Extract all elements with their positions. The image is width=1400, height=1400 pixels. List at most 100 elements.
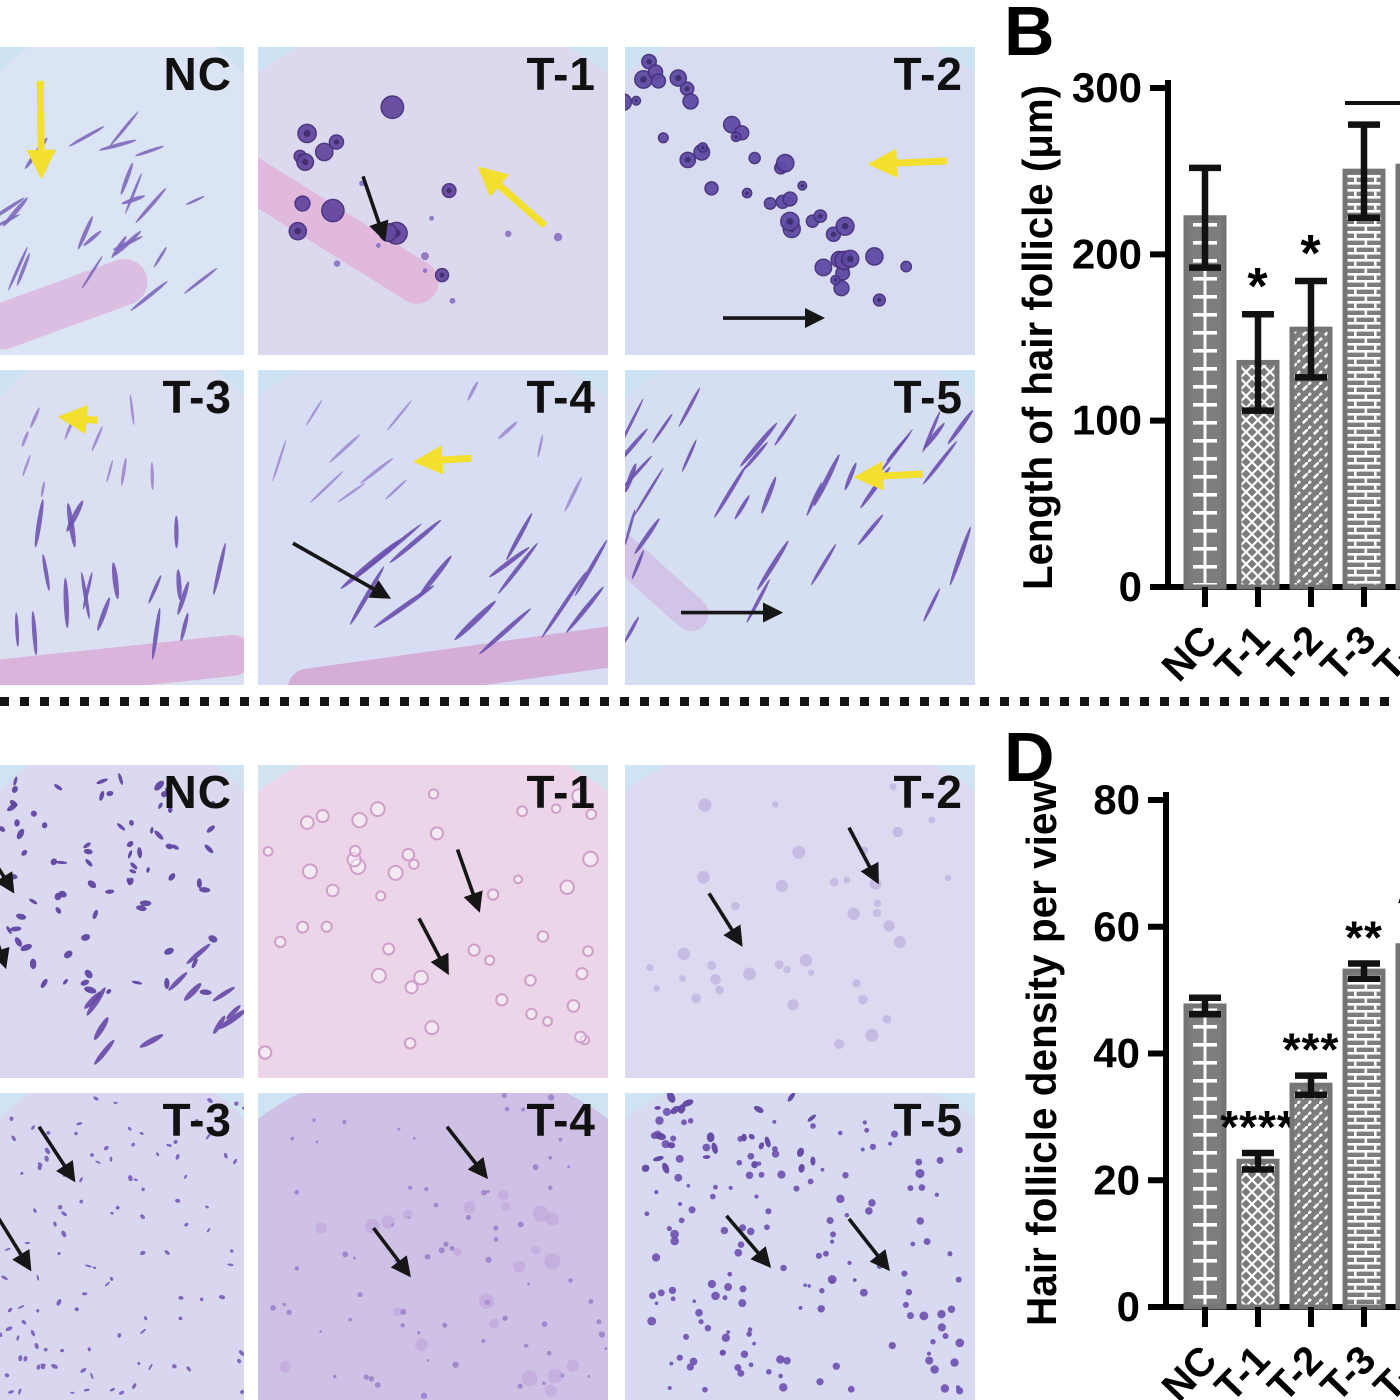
black-arrow-icon (725, 1214, 772, 1268)
error-bar (1295, 1072, 1327, 1098)
tile-label: NC (163, 766, 232, 818)
x-tick-label: T-1 (1207, 1338, 1279, 1400)
yellow-arrow-icon (853, 461, 923, 491)
histology-section-image (625, 765, 975, 1078)
histology-section-image (625, 47, 975, 355)
histology-section-image (0, 1093, 244, 1400)
error-bar (1242, 310, 1274, 414)
significance-stars: * (1300, 225, 1321, 283)
histology-tile-hair-follicle-length-sections-T-3: T-3 (0, 370, 244, 685)
tile-label: T-5 (893, 371, 963, 423)
histology-tile-hair-follicle-length-sections-T-5: T-5 (625, 370, 975, 685)
chart-hair-follicle-density: Hair follicle density per view 0 20 40 60 80 N… (1000, 730, 1400, 1400)
histology-section-image (258, 47, 608, 355)
tile-label: T-2 (893, 766, 963, 818)
histology-section-image (258, 765, 608, 1078)
black-arrow-icon (455, 848, 483, 913)
yellow-arrow-icon (57, 404, 98, 435)
tile-label: T-3 (162, 1094, 232, 1146)
histology-tile-hair-follicle-length-sections-NC: NC (0, 47, 244, 355)
error-bar (1348, 121, 1380, 221)
tile-label: T-4 (526, 1094, 596, 1146)
bar-NC (1183, 215, 1227, 590)
tile-label: T-1 (526, 48, 596, 100)
y-tick-label: 60 (1093, 903, 1140, 950)
bar-T-3 (1342, 968, 1386, 1310)
black-arrow-icon (372, 1226, 411, 1278)
histology-section-image (625, 1093, 975, 1400)
black-arrow-icon (0, 867, 15, 894)
y-tick-label: 0 (1117, 1283, 1140, 1330)
chart-length-of-hair-follicle: Length of hair follicle (μm) 0 100 200 300 NC… (1000, 0, 1400, 705)
black-arrow-icon (445, 1125, 488, 1180)
y-tick-label: 0 (1119, 563, 1142, 610)
y-tick-label: 300 (1072, 64, 1142, 111)
yellow-arrow-icon (867, 148, 948, 178)
bar-T-2 (1289, 1082, 1333, 1310)
x-tick-label: T-2 (1260, 1338, 1332, 1400)
histology-tile-hair-follicle-length-sections-T-2: T-2 (625, 47, 975, 355)
significance-stars: * (1247, 258, 1268, 316)
bar-T-1 (1236, 1158, 1280, 1310)
histology-tile-hair-follicle-density-sections-T-3: T-3 (0, 1093, 244, 1400)
y-axis-label: Length of hair follicle (μm) (1014, 85, 1061, 590)
tile-label: T-3 (162, 371, 232, 423)
tile-label: T-5 (893, 1094, 963, 1146)
histology-section-image (258, 370, 608, 685)
histology-tile-hair-follicle-density-sections-NC: NC (0, 765, 244, 1078)
error-bar (1348, 960, 1380, 982)
histology-section-image (0, 765, 244, 1078)
y-tick-label: 200 (1072, 230, 1142, 277)
black-arrow-icon (37, 1125, 76, 1183)
x-tick-label: T-3 (1313, 1338, 1385, 1400)
x-tick-label: NC (1154, 1338, 1226, 1400)
error-bar (1242, 1149, 1274, 1173)
black-arrow-icon (417, 917, 449, 976)
error-bar (1189, 994, 1221, 1018)
tile-label: T-1 (526, 766, 596, 818)
histology-tile-hair-follicle-density-sections-T-1: T-1 (258, 765, 608, 1078)
histology-section-image (258, 1093, 608, 1400)
histology-tile-hair-follicle-density-sections-T-2: T-2 (625, 765, 975, 1078)
black-arrow-icon (847, 1217, 890, 1272)
panel-b-letter: B (1004, 0, 1055, 70)
histology-tile-hair-follicle-length-sections-T-1: T-1 (258, 47, 608, 355)
bar-T-4 (1395, 163, 1400, 590)
histology-tile-hair-follicle-density-sections-T-4: T-4 (258, 1093, 608, 1400)
black-arrow-icon (292, 541, 392, 599)
tile-label: T-2 (893, 48, 963, 100)
black-arrow-icon (0, 1217, 32, 1272)
yellow-arrow-icon (477, 166, 548, 229)
y-tick-label: 80 (1093, 776, 1140, 823)
y-tick-label: 40 (1093, 1030, 1140, 1077)
significance-stars: *** (1283, 1024, 1340, 1076)
error-bar (1189, 164, 1221, 271)
histology-tile-hair-follicle-density-sections-T-5: T-5 (625, 1093, 975, 1400)
black-arrow-icon (361, 175, 389, 242)
significance-stars: ** (1398, 884, 1400, 936)
histology-section-image (625, 370, 975, 685)
black-arrow-icon (707, 892, 743, 947)
dotted-divider (0, 697, 1400, 706)
histology-section-image (0, 47, 244, 355)
tile-label: T-4 (526, 371, 596, 423)
bar-T-4 (1395, 943, 1400, 1310)
bar-NC (1183, 1003, 1227, 1310)
yellow-arrow-icon (26, 80, 56, 180)
significance-stars: **** (1220, 1101, 1296, 1153)
error-bar (1295, 277, 1327, 381)
tile-label: NC (163, 48, 232, 100)
significance-stars: ** (1345, 912, 1383, 964)
y-tick-label: 20 (1093, 1156, 1140, 1203)
panel-d-letter: D (1004, 718, 1055, 796)
y-tick-label: 100 (1072, 397, 1142, 444)
black-arrow-icon (847, 826, 879, 885)
histology-section-image (0, 370, 244, 685)
yellow-arrow-icon (413, 445, 472, 475)
y-axis-label: Hair follicle density per view (1018, 781, 1065, 1326)
histology-tile-hair-follicle-length-sections-T-4: T-4 (258, 370, 608, 685)
bar-T-3 (1342, 168, 1386, 590)
x-tick-label: T-4 (1366, 617, 1400, 690)
black-arrow-icon (0, 944, 10, 970)
